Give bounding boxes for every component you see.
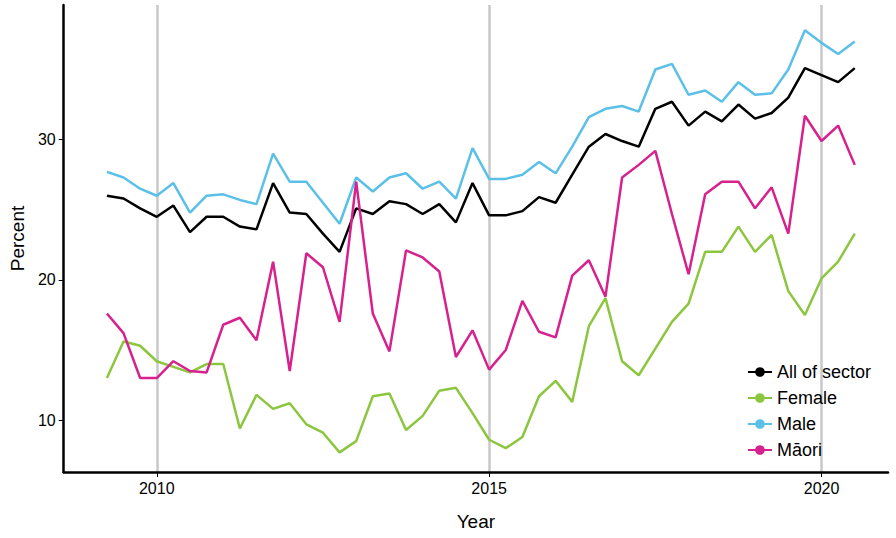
svg-text:2010: 2010 <box>139 480 175 497</box>
svg-text:Percent: Percent <box>7 205 28 271</box>
svg-text:20: 20 <box>38 271 56 288</box>
svg-text:All of sector: All of sector <box>777 362 871 382</box>
svg-text:2020: 2020 <box>804 480 840 497</box>
svg-text:Year: Year <box>457 511 496 532</box>
svg-text:30: 30 <box>38 131 56 148</box>
svg-text:Male: Male <box>777 414 816 434</box>
svg-text:Female: Female <box>777 388 837 408</box>
svg-text:10: 10 <box>38 412 56 429</box>
svg-text:2015: 2015 <box>471 480 507 497</box>
svg-text:Māori: Māori <box>777 440 822 460</box>
